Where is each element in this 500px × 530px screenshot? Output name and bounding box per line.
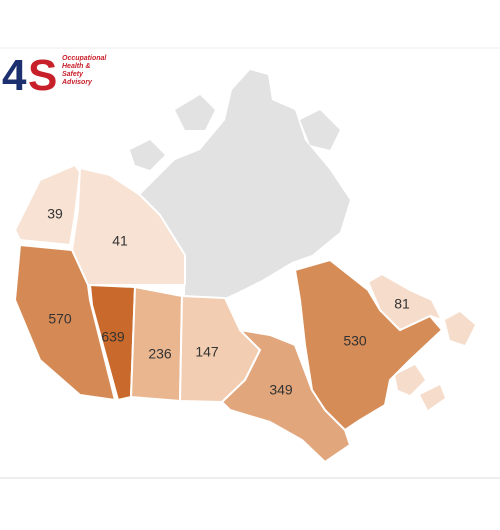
region [294, 259, 443, 431]
logo-text: Health & [62, 63, 90, 70]
region-shape [300, 110, 340, 150]
value-label: 639 [101, 329, 125, 345]
value-label: 147 [195, 344, 219, 360]
value-label: 530 [343, 333, 367, 349]
value-label: 349 [269, 382, 293, 398]
region [130, 286, 183, 402]
region [71, 167, 186, 286]
region [14, 164, 81, 246]
logo-text: Occupational [62, 55, 107, 62]
region-shape [445, 312, 475, 345]
logo-mark: 4 [2, 51, 27, 100]
value-label: 41 [112, 233, 128, 249]
value-label: 81 [394, 296, 410, 312]
region-shape [140, 70, 350, 298]
maritime-regions [395, 312, 475, 410]
region-shape [395, 365, 425, 395]
logo-text: Safety [62, 71, 84, 78]
region [89, 284, 136, 401]
region [221, 329, 351, 463]
region-shape [420, 385, 445, 410]
logo: 4 S Occupational Health & Safety Advisor… [2, 51, 107, 100]
region-shape [175, 95, 215, 130]
logo-text: Advisory [61, 79, 93, 86]
no-data-regions [130, 70, 350, 298]
value-label: 39 [47, 206, 63, 222]
region [367, 273, 443, 331]
region [14, 244, 116, 401]
value-label: 236 [148, 346, 172, 362]
value-label: 570 [48, 311, 72, 327]
logo-mark: S [28, 51, 57, 100]
region-shape [130, 140, 165, 170]
